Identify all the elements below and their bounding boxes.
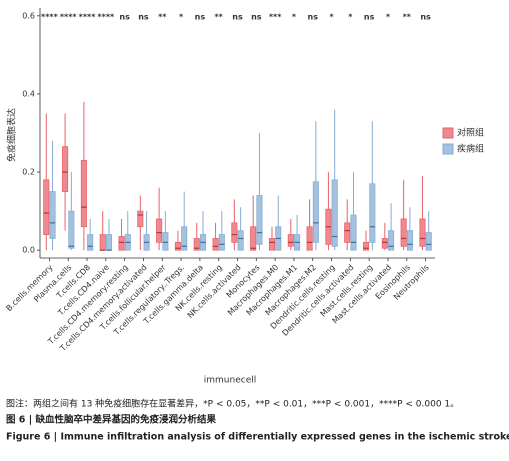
box	[87, 234, 94, 251]
box	[62, 146, 69, 192]
box	[212, 238, 219, 251]
box	[43, 179, 50, 235]
significance-label: ns	[308, 13, 319, 22]
legend-swatch	[442, 143, 454, 155]
box	[344, 222, 351, 243]
box	[312, 181, 319, 243]
caption-note: 图注：两组之间有 13 种免疫细胞存在显著差异，*P < 0.05，**P < …	[6, 398, 459, 410]
caption-title-en: Figure 6 | Immune infiltration analysis …	[6, 432, 509, 443]
box	[419, 218, 426, 247]
significance-label: **	[403, 13, 412, 22]
box	[287, 234, 294, 247]
box	[181, 226, 188, 251]
box	[137, 210, 144, 228]
box	[268, 238, 276, 251]
box	[80, 159, 87, 228]
significance-label: ns	[232, 13, 243, 22]
significance-label: *	[329, 13, 334, 22]
box	[400, 218, 407, 247]
box	[331, 179, 338, 247]
box	[118, 236, 125, 251]
significance-label: *	[348, 13, 353, 22]
box	[306, 226, 313, 251]
significance-label: ns	[420, 13, 431, 22]
box	[193, 238, 200, 251]
box	[156, 218, 163, 243]
significance-label: ***	[269, 13, 282, 22]
box	[406, 230, 413, 251]
significance-label: **	[215, 13, 224, 22]
significance-label: ****	[60, 13, 78, 22]
y-axis-title: 免疫细胞表达	[6, 108, 18, 162]
significance-label: ns	[364, 13, 375, 22]
legend-swatch	[442, 127, 454, 139]
box	[231, 222, 238, 243]
significance-label: ns	[195, 13, 206, 22]
box	[174, 241, 181, 251]
box	[256, 195, 263, 245]
caption-title-cn: 图 6 | 缺血性脑卒中差异基因的免疫浸润分析结果	[6, 414, 217, 426]
box	[105, 234, 113, 251]
legend-label: 对照组	[457, 127, 484, 139]
significance-label: ****	[97, 13, 115, 22]
significance-label: ****	[41, 13, 59, 22]
significance-label: ns	[251, 13, 262, 22]
significance-label: ****	[79, 13, 97, 22]
y-tick-label: 0.4	[22, 89, 35, 98]
significance-label: ns	[138, 13, 149, 22]
box	[381, 238, 388, 249]
box	[388, 230, 395, 251]
y-tick-label: 0.6	[22, 11, 35, 20]
significance-label: *	[292, 13, 297, 22]
box	[99, 234, 106, 251]
box	[425, 232, 432, 251]
box	[218, 234, 225, 251]
legend-label: 疾病组	[457, 143, 484, 155]
box	[362, 241, 370, 251]
box	[369, 183, 376, 243]
box	[68, 210, 75, 249]
box	[49, 191, 56, 239]
significance-label: **	[158, 13, 167, 22]
y-tick-label: 0.2	[22, 168, 35, 177]
x-axis-title: immunecell	[204, 376, 256, 386]
significance-label: ns	[119, 13, 130, 22]
box	[250, 226, 257, 251]
significance-label: *	[386, 13, 391, 22]
significance-label: *	[179, 13, 184, 22]
box	[350, 214, 357, 251]
box	[237, 230, 244, 251]
box	[162, 232, 169, 251]
y-tick-label: 0.0	[22, 246, 35, 255]
